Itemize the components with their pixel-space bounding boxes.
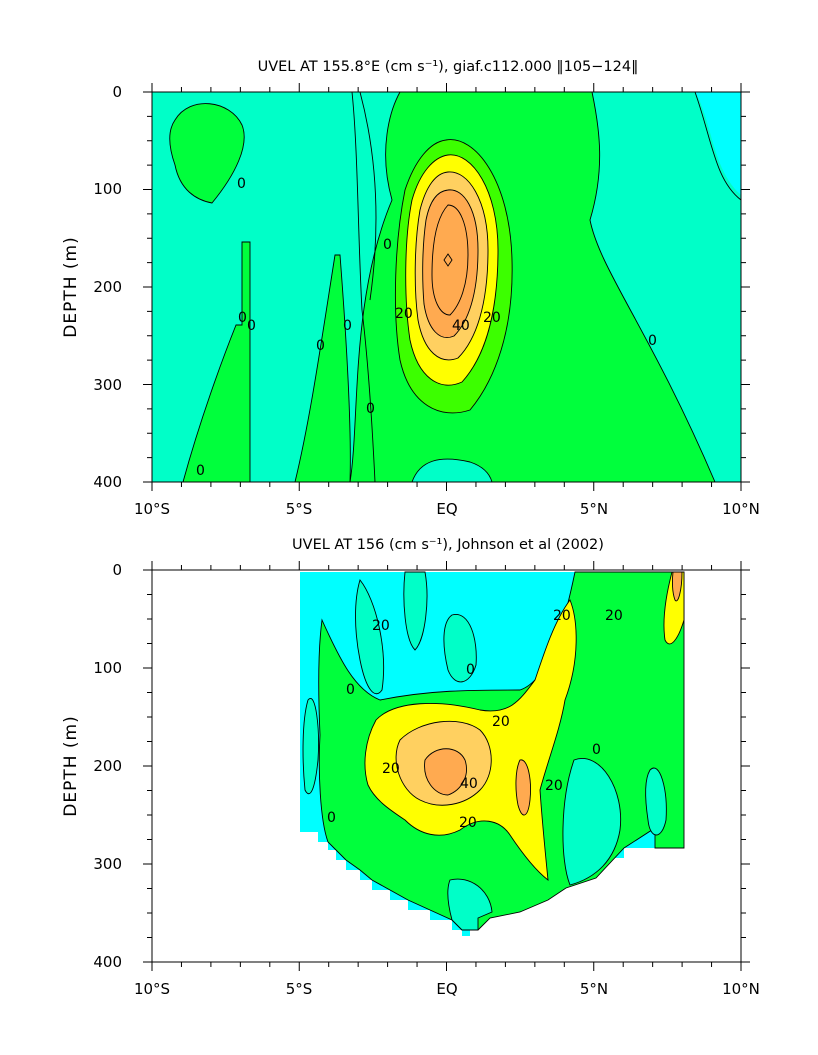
top-contour-label: 40 bbox=[452, 318, 470, 334]
y-tick-label: 100 bbox=[93, 180, 122, 198]
top-contour-label: 0 bbox=[237, 176, 246, 192]
bottom-contour-label: 0 bbox=[466, 662, 475, 678]
bottom-contour-label: 20 bbox=[372, 618, 390, 634]
top-contour-label: 0 bbox=[316, 338, 325, 354]
panel-bottom-x-tick-labels: 10°S 5°S EQ 5°N 10°N bbox=[134, 980, 760, 998]
panel-bottom-y-axis-label: DEPTH (m) bbox=[61, 715, 81, 816]
panel-top-plot: 0 0 0 0 0 0 0 0 20 40 20 0 bbox=[152, 91, 742, 483]
top-contour-label: 20 bbox=[395, 306, 413, 322]
bottom-contour-label: 20 bbox=[459, 815, 477, 831]
y-tick-label: 400 bbox=[93, 473, 122, 491]
x-tick-label: EQ bbox=[436, 500, 457, 518]
top-core-diamond bbox=[443, 253, 453, 267]
top-contour-label: 0 bbox=[247, 318, 256, 334]
panel-top-x-tick-labels: 10°S 5°S EQ 5°N 10°N bbox=[134, 500, 760, 518]
bottom-finger-2 bbox=[355, 579, 385, 695]
panel-bottom: UVEL AT 156 (cm s⁻¹), Johnson et al (200… bbox=[61, 537, 760, 998]
y-tick-label: 200 bbox=[93, 278, 122, 296]
x-tick-label: 5°S bbox=[286, 980, 313, 998]
bottom-contour-label: 20 bbox=[545, 778, 563, 794]
top-contour-strip bbox=[351, 91, 376, 483]
y-tick-label: 0 bbox=[112, 83, 122, 101]
panel-top: UVEL AT 155.8°E (cm s⁻¹), giaf.c112.000 … bbox=[61, 59, 760, 518]
bottom-fill-orange-small bbox=[515, 759, 531, 816]
top-contour-strip-2 bbox=[359, 91, 377, 301]
bottom-contour-label: 20 bbox=[492, 714, 510, 730]
top-contour-label: 0 bbox=[383, 237, 392, 253]
panel-top-y-axis-label: DEPTH (m) bbox=[61, 236, 81, 337]
panel-bottom-y-tick-labels: 0 100 200 300 400 bbox=[93, 561, 122, 971]
y-tick-label: 300 bbox=[93, 376, 122, 394]
bottom-pocket-2 bbox=[562, 758, 622, 886]
panel-top-ticks bbox=[143, 83, 750, 491]
x-tick-label: 10°N bbox=[722, 980, 760, 998]
top-fill-green-wedge-left bbox=[182, 241, 251, 483]
bottom-finger-3 bbox=[403, 571, 428, 651]
bottom-pocket-4 bbox=[447, 878, 493, 931]
bottom-fill-ring-2 bbox=[424, 748, 467, 796]
top-fill-bottom-pocket bbox=[411, 458, 493, 483]
y-tick-label: 300 bbox=[93, 855, 122, 873]
bottom-contour-label: 40 bbox=[460, 776, 478, 792]
x-tick-label: EQ bbox=[436, 980, 457, 998]
x-tick-label: 10°N bbox=[722, 500, 760, 518]
x-tick-label: 5°N bbox=[580, 980, 608, 998]
bottom-finger-1 bbox=[302, 697, 319, 795]
top-contour-label: 0 bbox=[366, 401, 375, 417]
top-fill-green-wedge-mid bbox=[294, 254, 351, 483]
bottom-contour-label: 20 bbox=[605, 608, 623, 624]
x-tick-label: 5°S bbox=[286, 500, 313, 518]
y-tick-label: 400 bbox=[93, 953, 122, 971]
bottom-contour-label: 0 bbox=[346, 682, 355, 698]
bottom-pocket-3 bbox=[645, 767, 667, 836]
y-tick-label: 0 bbox=[112, 561, 122, 579]
y-tick-label: 200 bbox=[93, 757, 122, 775]
y-tick-label: 100 bbox=[93, 659, 122, 677]
bottom-contour-label: 20 bbox=[382, 761, 400, 777]
top-fill-green-blob bbox=[169, 103, 245, 204]
x-tick-label: 10°S bbox=[134, 980, 170, 998]
top-contour-label: 0 bbox=[648, 333, 657, 349]
top-contour-right bbox=[694, 91, 742, 201]
panel-top-title: UVEL AT 155.8°E (cm s⁻¹), giaf.c112.000 … bbox=[258, 59, 639, 75]
top-contour-label: 0 bbox=[196, 463, 205, 479]
top-contour-label: 0 bbox=[238, 310, 247, 326]
bottom-contour-label: 0 bbox=[592, 742, 601, 758]
bottom-fill-orange-right bbox=[671, 571, 683, 602]
panel-bottom-plot: 20 20 0 20 20 40 20 20 0 20 0 0 bbox=[300, 571, 685, 936]
bottom-contour-label: 20 bbox=[553, 608, 571, 624]
panel-bottom-title: UVEL AT 156 (cm s⁻¹), Johnson et al (200… bbox=[292, 537, 604, 553]
panel-bottom-ticks bbox=[143, 561, 750, 971]
bottom-contour-label: 0 bbox=[327, 810, 336, 826]
x-tick-label: 5°N bbox=[580, 500, 608, 518]
top-contour-label: 20 bbox=[483, 310, 501, 326]
bottom-pocket-1 bbox=[443, 614, 477, 683]
top-contour-label: 0 bbox=[343, 318, 352, 334]
panel-top-y-tick-labels: 0 100 200 300 400 bbox=[93, 83, 122, 491]
x-tick-label: 10°S bbox=[134, 500, 170, 518]
